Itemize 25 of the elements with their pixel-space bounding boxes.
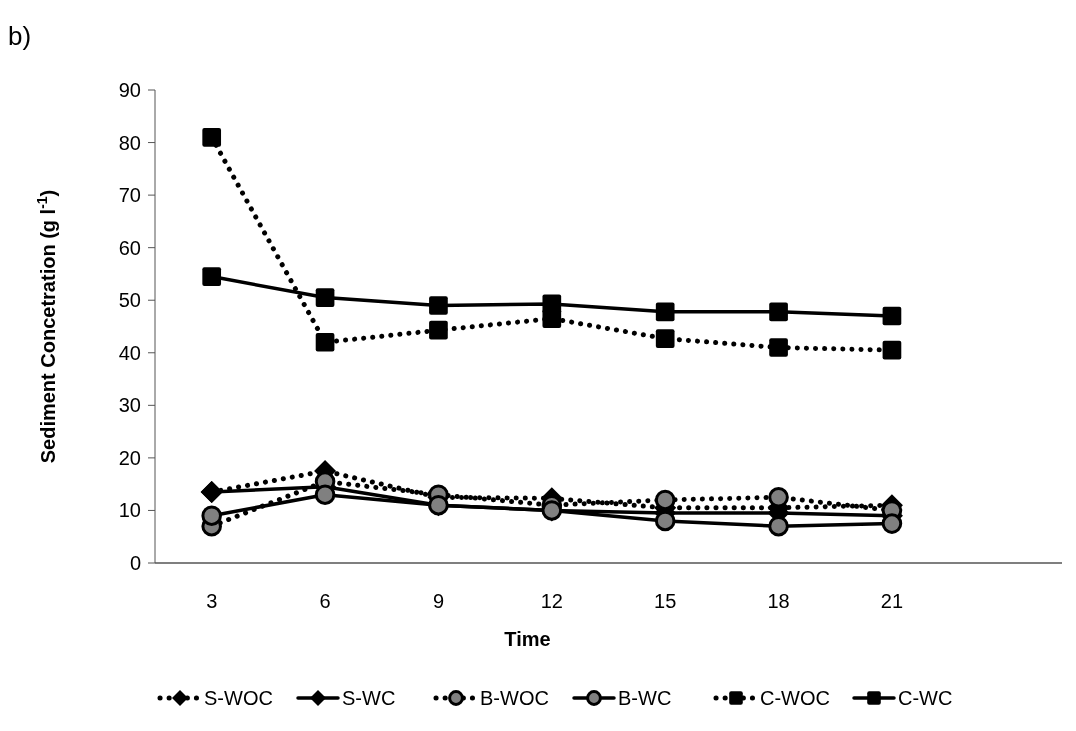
- legend-label: S-WC: [342, 687, 396, 709]
- legend-label: C-WOC: [760, 687, 830, 709]
- legend-label: C-WC: [898, 687, 953, 709]
- x-tick-label: 21: [880, 590, 904, 612]
- x-tick-label: 9: [432, 590, 444, 612]
- y-tick-label: 10: [118, 499, 141, 522]
- x-tick-label: 18: [767, 590, 790, 612]
- y-tick-label: 70: [118, 184, 141, 207]
- y-tick-label: 50: [118, 289, 141, 312]
- chart-title: b): [8, 21, 32, 51]
- x-axis-title: Time: [504, 628, 551, 650]
- x-tick-label: 12: [540, 590, 563, 612]
- x-tick-label: 6: [319, 590, 331, 612]
- x-tick-label: 15: [654, 590, 677, 612]
- y-tick-label: 30: [118, 394, 141, 417]
- legend-label: B-WC: [618, 687, 672, 709]
- y-tick-label: 0: [129, 552, 141, 574]
- legend-label: B-WOC: [480, 687, 549, 709]
- legend-label: S-WOC: [204, 687, 273, 709]
- x-tick-label: 3: [206, 590, 218, 612]
- y-tick-label: 80: [118, 131, 141, 154]
- y-tick-label: 20: [118, 446, 141, 469]
- y-tick-label: 40: [118, 341, 141, 364]
- y-tick-label: 90: [118, 79, 141, 101]
- y-tick-label: 60: [118, 236, 141, 259]
